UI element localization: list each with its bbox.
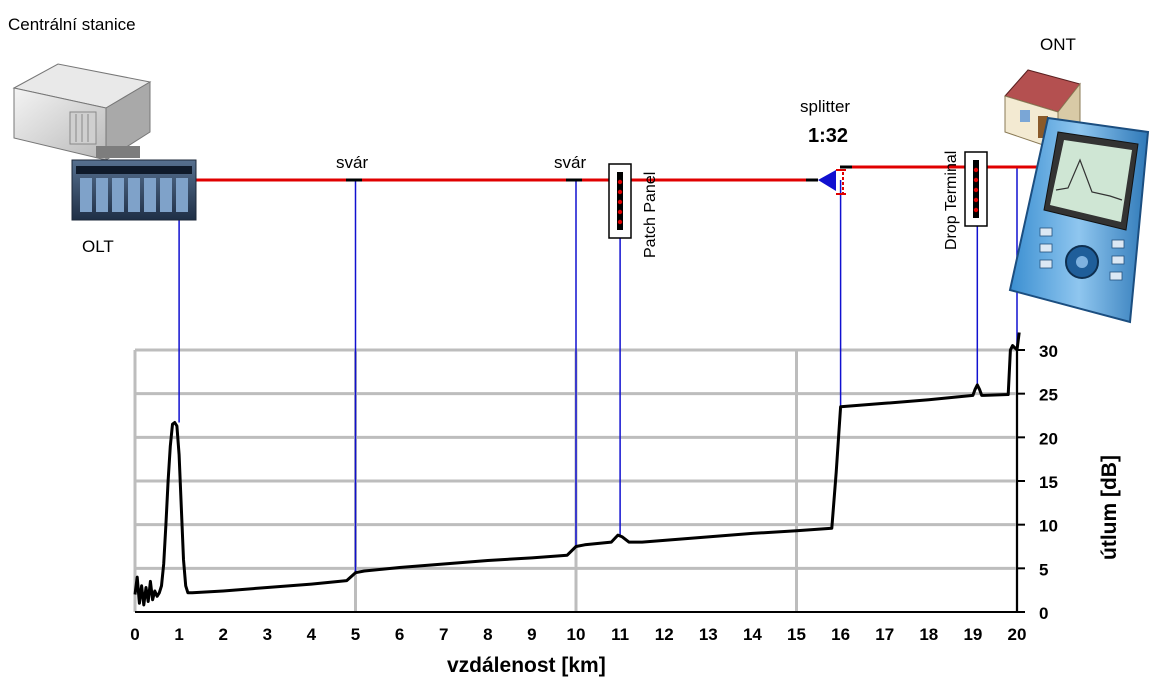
x-tick-label: 5 (351, 625, 360, 644)
x-tick-label: 9 (527, 625, 536, 644)
y-tick-label: 10 (1039, 517, 1058, 536)
x-tick-label: 14 (743, 625, 762, 644)
server-icon (12, 63, 152, 161)
y-tick-label: 5 (1039, 560, 1048, 579)
y-tick-label: 20 (1039, 429, 1058, 448)
x-tick-label: 2 (218, 625, 227, 644)
otdr-device-icon (1008, 116, 1150, 324)
x-tick-label: 15 (787, 625, 806, 644)
x-axis-title: vzdálenost [km] (447, 654, 606, 677)
x-tick-label: 11 (611, 625, 629, 644)
patch-panel-label: Patch Panel (642, 172, 659, 258)
x-tick-label: 18 (919, 625, 938, 644)
olt-rack-icon (71, 159, 197, 221)
x-tick-label: 0 (130, 625, 139, 644)
x-tick-label: 17 (875, 625, 894, 644)
drop-terminal-label: Drop Terminal (943, 151, 960, 250)
x-tick-label: 16 (831, 625, 850, 644)
x-tick-label: 12 (655, 625, 674, 644)
splice-label-2: svár (554, 153, 586, 172)
x-tick-label: 4 (307, 625, 317, 644)
event-marker-lines (178, 167, 1018, 573)
x-tick-label: 8 (483, 625, 492, 644)
splice-label-1: svár (336, 153, 368, 172)
x-tick-label: 10 (567, 625, 586, 644)
x-tick-label: 1 (174, 625, 183, 644)
x-tick-label: 20 (1008, 625, 1027, 644)
drop-terminal-icon (964, 151, 988, 227)
split-ratio-label: 1:32 (808, 125, 848, 147)
olt-label: OLT (82, 237, 114, 256)
otdr-trace-line (133, 332, 1021, 607)
splitter-icon (818, 169, 846, 195)
patch-panel-icon (608, 163, 632, 239)
x-tick-label: 3 (263, 625, 272, 644)
x-tick-labels: 0 1 2 3 4 5 6 7 8 9 10 11 12 13 14 15 16 17 18 19 20 (130, 625, 1026, 644)
y-tick-label: 15 (1039, 473, 1058, 492)
x-tick-label: 7 (439, 625, 448, 644)
ont-label: ONT (1040, 35, 1076, 54)
y-axis-title: útlum [dB] (1098, 455, 1121, 560)
y-tick-labels: 0 5 10 15 20 25 30 (1017, 342, 1058, 623)
splitter-label: splitter (800, 97, 850, 116)
y-tick-label: 30 (1039, 342, 1058, 361)
central-station-label: Centrální stanice (8, 15, 136, 34)
y-tick-label: 0 (1039, 604, 1048, 623)
x-tick-label: 6 (395, 625, 404, 644)
y-tick-label: 25 (1039, 386, 1058, 405)
x-tick-label: 13 (699, 625, 718, 644)
x-tick-label: 19 (963, 625, 982, 644)
